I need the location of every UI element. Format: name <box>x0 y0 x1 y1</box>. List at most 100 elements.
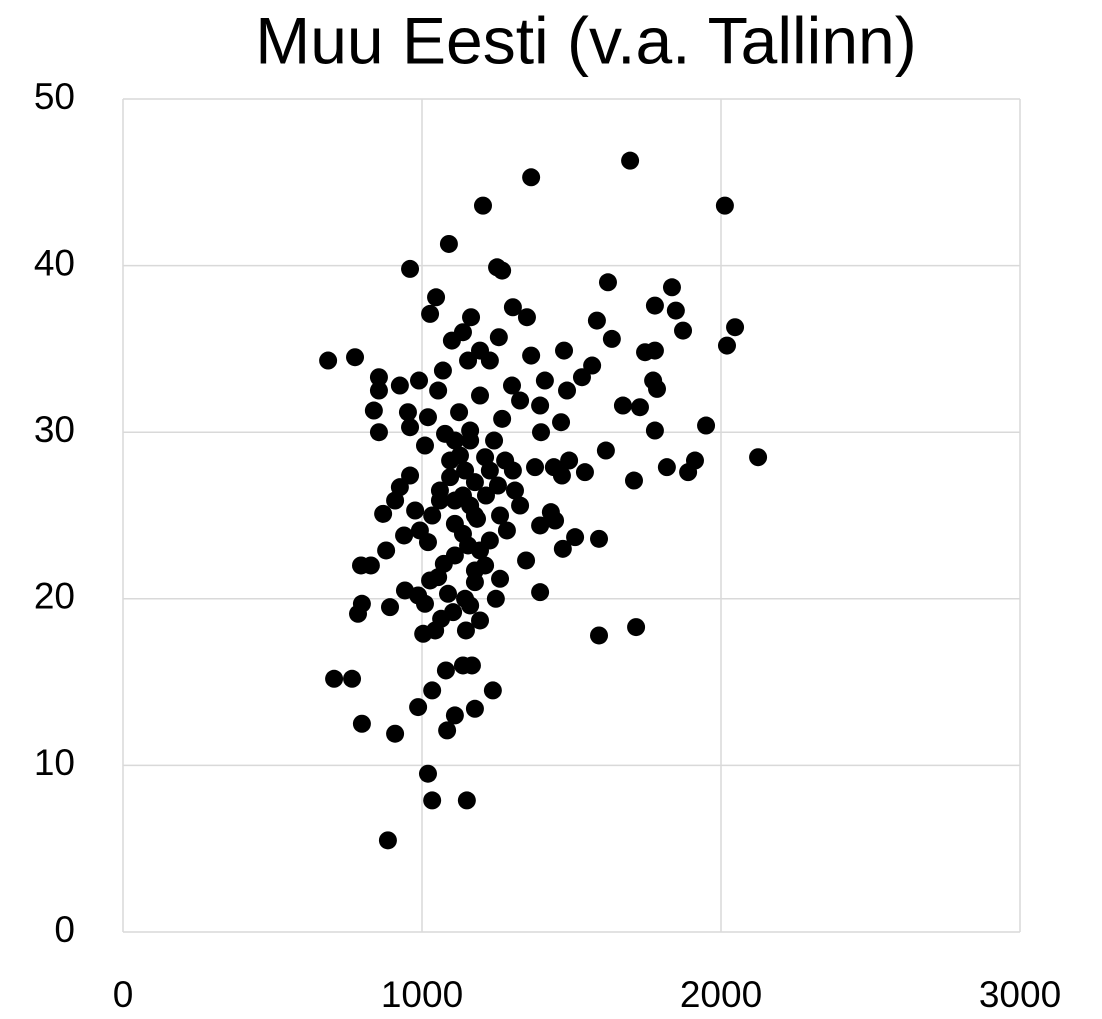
point <box>438 721 457 740</box>
point <box>645 341 664 360</box>
x-tick-label: 2000 <box>680 974 762 1015</box>
point <box>602 329 621 348</box>
point <box>465 506 484 525</box>
point <box>531 583 550 602</box>
point <box>401 466 420 485</box>
point <box>517 551 536 570</box>
point <box>555 341 574 360</box>
point <box>349 604 368 623</box>
point <box>621 151 640 170</box>
point <box>436 661 455 680</box>
point <box>378 831 397 850</box>
y-tick-label: 50 <box>34 76 75 117</box>
point <box>473 196 492 215</box>
point <box>386 491 405 510</box>
point <box>471 386 490 405</box>
x-tick-label: 3000 <box>979 974 1061 1015</box>
point <box>401 418 420 437</box>
point <box>465 699 484 718</box>
point <box>457 791 476 810</box>
point <box>531 516 550 535</box>
point <box>497 521 516 540</box>
point <box>343 669 362 688</box>
point <box>552 466 571 485</box>
point <box>415 594 434 613</box>
point <box>505 481 524 500</box>
point <box>421 571 440 590</box>
point <box>560 451 579 470</box>
point <box>483 681 502 700</box>
point <box>493 261 512 280</box>
point <box>476 486 495 505</box>
point <box>427 288 446 307</box>
point <box>369 423 388 442</box>
point <box>430 491 449 510</box>
point <box>433 361 452 380</box>
point <box>531 396 550 415</box>
point <box>488 476 507 495</box>
point <box>406 501 425 520</box>
point <box>590 626 609 645</box>
point <box>697 416 716 435</box>
point <box>491 506 510 525</box>
point <box>526 458 545 477</box>
point <box>369 368 388 387</box>
point <box>726 318 745 337</box>
point <box>439 234 458 253</box>
point <box>645 296 664 315</box>
point <box>627 618 646 637</box>
point <box>662 278 681 297</box>
point <box>496 451 515 470</box>
point <box>445 491 464 510</box>
point <box>666 301 685 320</box>
point <box>429 381 448 400</box>
point <box>717 336 736 355</box>
point <box>532 423 551 442</box>
point <box>679 463 698 482</box>
x-tick-label: 0 <box>113 974 134 1015</box>
point <box>415 436 434 455</box>
point <box>583 356 602 375</box>
point <box>445 706 464 725</box>
point <box>630 398 649 417</box>
point <box>369 381 388 400</box>
point <box>346 348 365 367</box>
point <box>624 471 643 490</box>
point <box>418 764 437 783</box>
point <box>511 496 530 515</box>
point <box>361 556 380 575</box>
point <box>414 624 433 643</box>
point <box>456 461 475 480</box>
point <box>441 451 460 470</box>
point <box>441 468 460 487</box>
point <box>325 669 344 688</box>
point <box>587 311 606 330</box>
point <box>572 368 591 387</box>
point <box>558 381 577 400</box>
point <box>486 589 505 608</box>
point <box>674 321 693 340</box>
y-tick-label: 0 <box>54 909 75 950</box>
point <box>749 448 768 467</box>
point <box>489 328 508 347</box>
point <box>590 529 609 548</box>
point <box>401 259 420 278</box>
point <box>648 379 667 398</box>
point <box>462 308 481 327</box>
point <box>418 408 437 427</box>
point <box>409 698 428 717</box>
point <box>613 396 632 415</box>
point <box>566 528 585 547</box>
y-tick-label: 10 <box>34 742 75 783</box>
point <box>480 351 499 370</box>
point <box>418 533 437 552</box>
point <box>471 611 490 630</box>
point <box>374 504 393 523</box>
point <box>645 421 664 440</box>
point <box>423 791 442 810</box>
point <box>450 403 469 422</box>
point <box>598 273 617 292</box>
point <box>395 526 414 545</box>
point <box>381 598 400 617</box>
